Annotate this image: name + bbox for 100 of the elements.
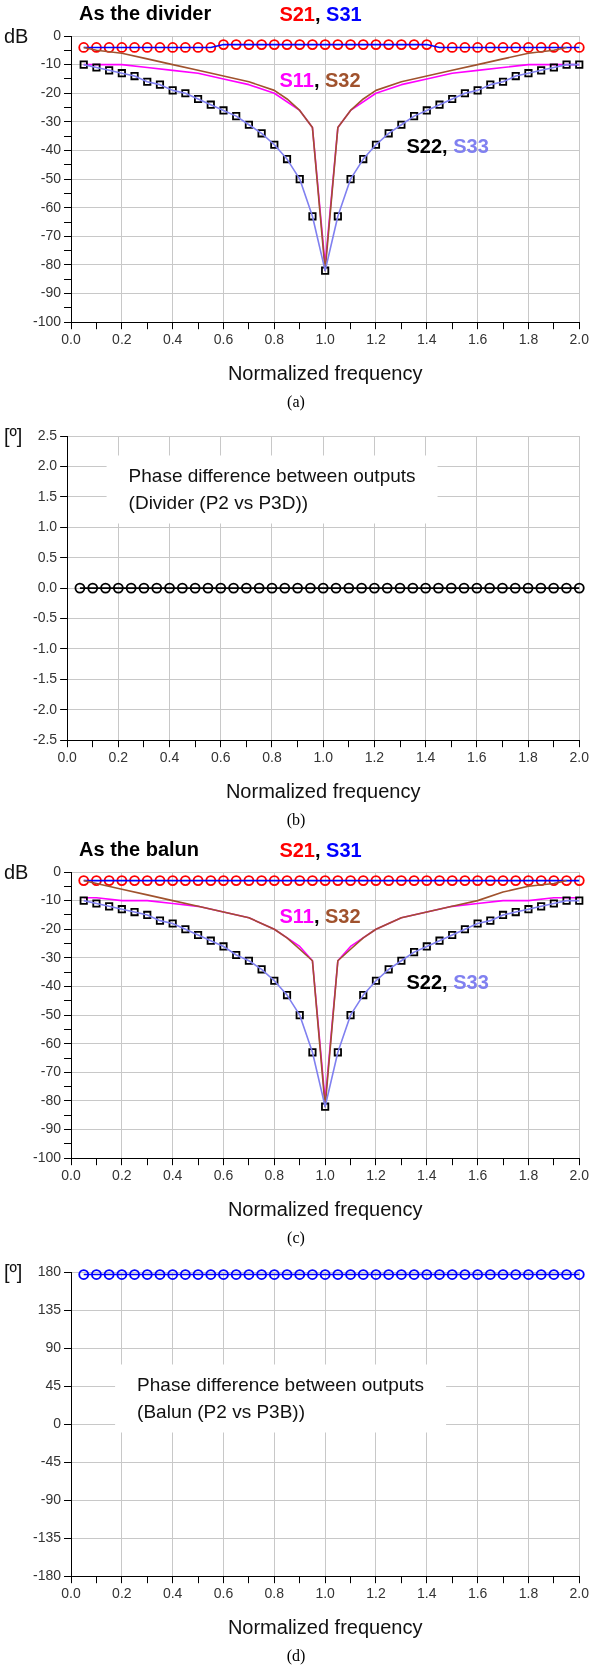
x-tick-label: 1.4	[417, 1167, 437, 1184]
y-tick-label: 0.5	[37, 548, 58, 565]
point	[179, 875, 191, 886]
y-axis-title: dB	[4, 860, 29, 883]
x-tick-label: 1.2	[366, 1585, 386, 1602]
y-tick-label: -2.5	[33, 731, 58, 748]
point	[79, 60, 88, 69]
point	[181, 925, 190, 934]
point	[308, 212, 317, 221]
y-tick-label: 2.5	[37, 426, 58, 443]
point	[397, 120, 406, 129]
x-tick-label: 1.8	[518, 1167, 539, 1184]
point	[511, 71, 520, 81]
point	[130, 71, 139, 81]
x-tick-label: 1.8	[518, 749, 538, 766]
y-tick-label: -40	[40, 141, 62, 158]
point	[410, 112, 419, 121]
point	[537, 902, 546, 911]
point	[179, 42, 191, 53]
series-label: S21	[279, 839, 315, 862]
point	[78, 875, 90, 886]
point	[117, 69, 126, 78]
point	[523, 42, 534, 53]
point	[219, 942, 228, 951]
point	[232, 112, 241, 121]
y-tick-label: -20	[40, 920, 62, 937]
y-tick-label: 1.0	[37, 518, 58, 535]
point	[410, 948, 419, 957]
point	[270, 976, 279, 985]
point	[548, 42, 560, 53]
y-axis-title: dB	[4, 24, 29, 47]
x-axis-title: Normalized frequency	[225, 779, 421, 802]
y-tick-label: -100	[32, 313, 62, 330]
point	[155, 80, 165, 89]
point	[92, 63, 101, 72]
annotation: ,	[442, 971, 454, 994]
point	[497, 42, 509, 53]
point	[383, 39, 395, 50]
x-tick-label: 1.0	[313, 749, 334, 766]
series-label: S32	[325, 69, 361, 92]
y-tick-label: -180	[32, 1567, 62, 1584]
point	[345, 39, 356, 50]
y-tick-label: -10	[40, 891, 62, 908]
point	[472, 875, 484, 886]
point	[321, 266, 330, 275]
y-tick-label: -90	[40, 1491, 62, 1508]
point	[282, 154, 292, 164]
point	[270, 140, 279, 149]
x-tick-label: 0.8	[264, 1585, 285, 1602]
point	[105, 66, 114, 75]
point	[446, 875, 458, 886]
x-tick-label: 0.6	[211, 749, 231, 766]
y-tick-label: -70	[40, 1063, 62, 1080]
x-tick-label: 1.8	[518, 1585, 539, 1602]
point	[370, 875, 382, 886]
x-tick-label: 1.6	[467, 1167, 488, 1184]
point	[573, 42, 585, 53]
point	[395, 875, 407, 886]
y-tick-label: -40	[40, 977, 62, 994]
series-label: S11	[279, 905, 314, 928]
point	[103, 875, 115, 886]
x-tick-label: 0.6	[213, 331, 234, 348]
x-tick-label: 1.0	[315, 331, 336, 348]
y-tick-label: -80	[40, 255, 62, 272]
point	[232, 950, 241, 960]
y-tick-label: -60	[40, 198, 62, 215]
point	[91, 42, 102, 53]
point	[319, 39, 331, 50]
x-tick-label: 2.0	[569, 1585, 590, 1602]
point	[384, 965, 393, 974]
x-tick-label: 1.4	[415, 749, 436, 766]
x-axis-title: Normalized frequency	[227, 1197, 423, 1220]
y-tick-label: 45	[45, 1376, 62, 1393]
point	[371, 976, 381, 985]
point	[384, 129, 393, 138]
point	[498, 910, 508, 920]
point	[206, 100, 215, 109]
point	[460, 89, 469, 98]
point	[129, 42, 140, 53]
point	[194, 930, 203, 940]
point	[395, 39, 407, 50]
point	[421, 875, 433, 886]
chart-title: As the balun	[79, 837, 200, 860]
x-tick-label: 1.6	[467, 331, 488, 348]
point	[357, 39, 369, 50]
point	[333, 1048, 342, 1057]
point	[143, 77, 152, 86]
y-tick-label: 0	[53, 26, 62, 43]
point	[218, 39, 229, 50]
point	[218, 875, 229, 886]
y-tick-label: -100	[32, 1149, 62, 1166]
series-label: S31	[326, 3, 362, 26]
y-tick-label: 135	[37, 1300, 62, 1317]
point	[549, 63, 558, 72]
y-tick-label: -60	[40, 1034, 62, 1051]
point	[473, 919, 482, 928]
point	[422, 942, 431, 951]
point	[116, 42, 128, 53]
point	[408, 875, 420, 886]
y-tick-label: -80	[40, 1091, 62, 1108]
